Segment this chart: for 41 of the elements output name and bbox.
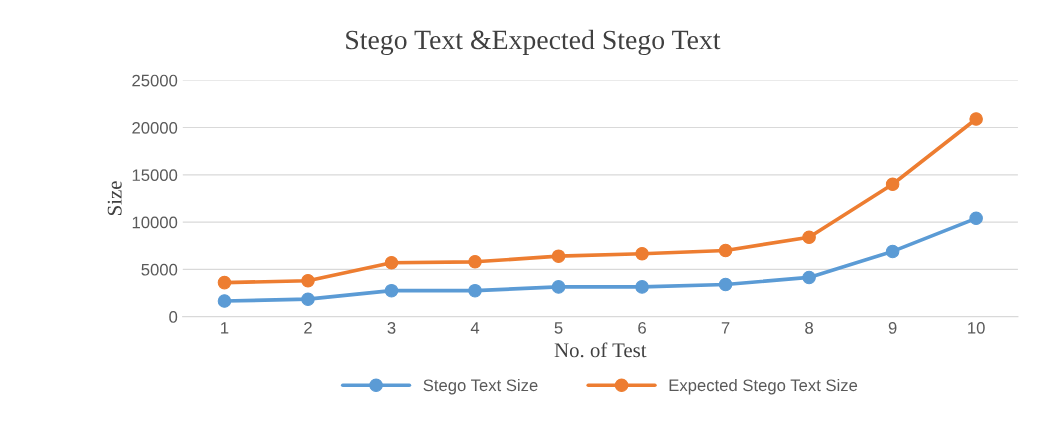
point	[551, 280, 566, 294]
point	[551, 249, 566, 263]
point	[217, 294, 232, 308]
point	[969, 211, 983, 226]
y-axis-title: Size	[107, 181, 122, 216]
y-tick-label: 10000	[132, 216, 178, 229]
legend-label: Stego Text Size	[423, 378, 538, 395]
point	[635, 247, 649, 261]
x-tick-label: 5	[554, 322, 563, 334]
x-tick-label: 1	[221, 322, 229, 334]
point	[802, 230, 816, 245]
x-tick-label: 6	[638, 321, 646, 334]
point	[802, 270, 816, 285]
y-tick-label: 0	[169, 311, 178, 323]
x-tick-label: 9	[888, 321, 897, 334]
point	[885, 177, 900, 192]
y-tick-label: 15000	[132, 169, 178, 182]
point	[718, 243, 733, 258]
point	[718, 277, 733, 292]
point	[468, 255, 482, 269]
x-tick-label: 8	[805, 321, 814, 334]
point	[301, 292, 315, 306]
x-axis-title: No. of Test	[554, 342, 647, 358]
point	[969, 112, 983, 126]
x-tick-label: 10	[968, 321, 985, 334]
x-tick-label: 4	[470, 322, 480, 334]
point	[468, 283, 482, 298]
x-tick-label: 2	[304, 321, 312, 334]
y-tick-label: 25000	[132, 74, 178, 87]
y-tick-label: 5000	[141, 263, 178, 276]
y-tick-label: 20000	[132, 121, 178, 134]
x-tick-label: 3	[387, 321, 396, 334]
point	[384, 283, 399, 298]
point	[635, 280, 649, 294]
x-tick-label: 7	[721, 322, 730, 334]
chart-title: Stego Text &Expected Stego Text	[346, 29, 721, 56]
legend-label: Expected Stego Text Size	[669, 378, 858, 395]
point	[384, 255, 399, 270]
point	[301, 273, 315, 288]
point	[217, 275, 232, 290]
point	[885, 244, 900, 259]
